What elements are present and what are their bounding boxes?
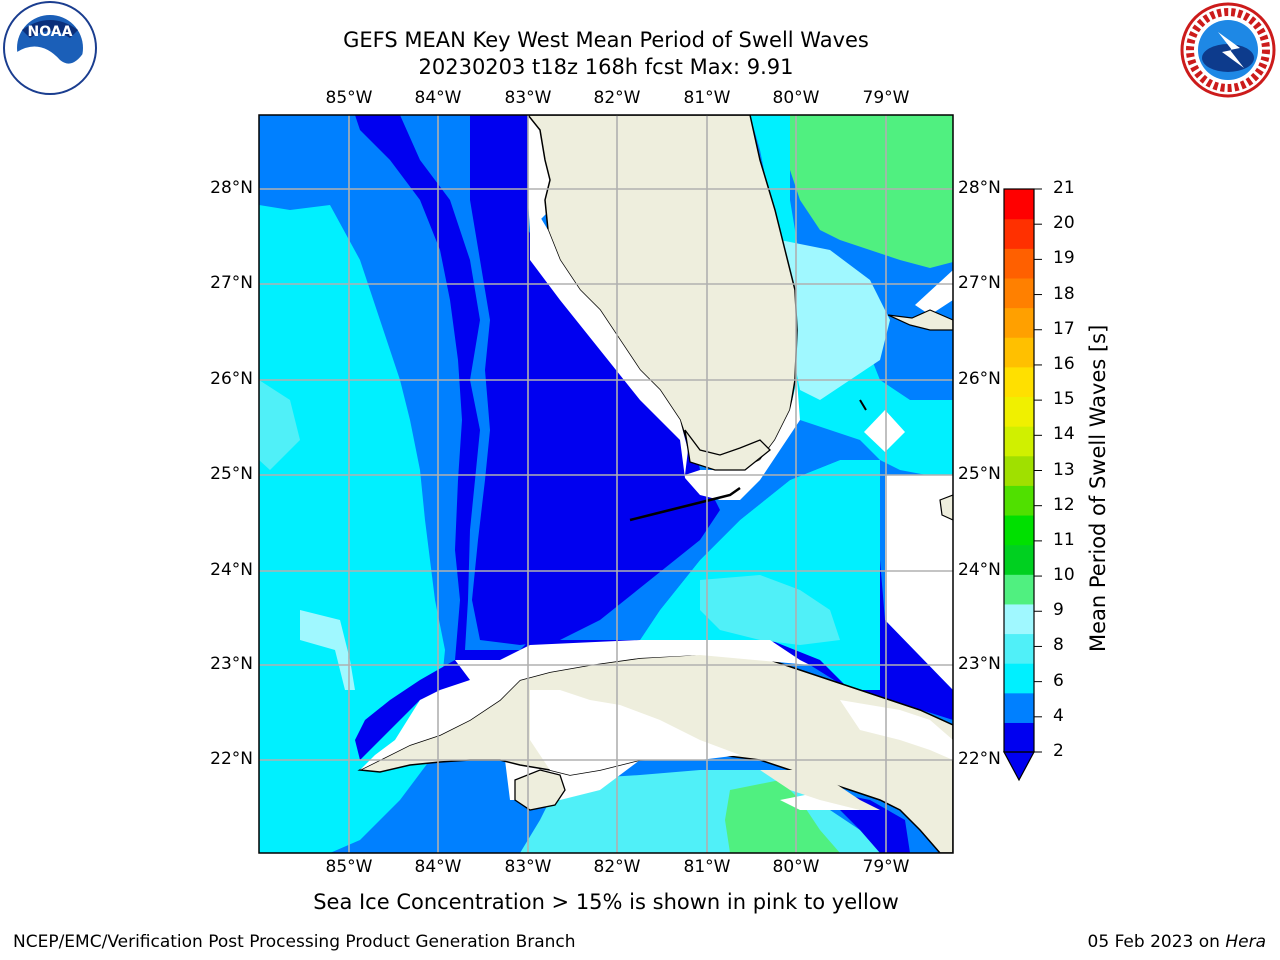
colorbar-tick-label: 11 xyxy=(1053,529,1075,550)
footer-credit: NCEP/EMC/Verification Post Processing Pr… xyxy=(13,932,576,952)
lat-label-left: 26°N xyxy=(210,369,253,389)
lat-label-left: 23°N xyxy=(210,654,253,674)
colorbar-tick-label: 4 xyxy=(1053,705,1064,726)
colorbar-segment xyxy=(1004,692,1034,723)
lat-label-right: 27°N xyxy=(958,273,1001,293)
colorbar-tick-label: 14 xyxy=(1053,424,1075,445)
colorbar-tick-label: 20 xyxy=(1053,213,1075,234)
colorbar-segment xyxy=(1004,663,1034,694)
colorbar-segment xyxy=(1004,426,1034,457)
colorbar-segment xyxy=(1004,544,1034,575)
colorbar-tick-label: 12 xyxy=(1053,494,1075,515)
colorbar-segment xyxy=(1004,514,1034,546)
colorbar-tick-label: 18 xyxy=(1053,283,1075,304)
lon-label-top: 84°W xyxy=(414,88,462,108)
footer-on-text: on xyxy=(1193,932,1226,952)
lat-label-left: 28°N xyxy=(210,178,253,198)
map-panel xyxy=(259,115,953,853)
lat-label-right: 22°N xyxy=(958,749,1001,769)
lat-label-left: 25°N xyxy=(210,464,253,484)
colorbar-tick-label: 15 xyxy=(1053,389,1075,410)
lon-label-bottom: 85°W xyxy=(325,857,373,877)
colorbar-segment xyxy=(1004,189,1034,220)
lon-label-bottom: 80°W xyxy=(772,857,820,877)
lon-label-top: 82°W xyxy=(593,88,641,108)
colorbar-segment xyxy=(1004,337,1034,368)
lon-label-top: 83°W xyxy=(504,88,552,108)
lat-label-right: 25°N xyxy=(958,464,1001,484)
colorbar-segment xyxy=(1004,455,1034,486)
colorbar-segment xyxy=(1004,307,1034,338)
lon-label-top: 79°W xyxy=(862,88,910,108)
lon-label-bottom: 83°W xyxy=(504,857,552,877)
lon-label-top: 85°W xyxy=(325,88,373,108)
colorbar-tick-label: 16 xyxy=(1053,353,1075,374)
colorbar-frame xyxy=(1003,188,1035,753)
colorbar-segment xyxy=(1004,722,1034,753)
colorbar-label: Mean Period of Swell Waves [s] xyxy=(1086,324,1110,652)
lon-label-top: 81°W xyxy=(683,88,731,108)
graticule xyxy=(259,115,953,853)
lon-label-bottom: 79°W xyxy=(862,857,910,877)
colorbar-tick-label: 6 xyxy=(1053,670,1064,691)
colorbar-segment xyxy=(1004,574,1034,605)
colorbar-tick-label: 17 xyxy=(1053,318,1075,339)
map-frame xyxy=(258,114,954,854)
lon-label-top: 80°W xyxy=(772,88,820,108)
lat-label-left: 24°N xyxy=(210,560,253,580)
colorbar-segment xyxy=(1004,277,1034,309)
sea-ice-note: Sea Ice Concentration > 15% is shown in … xyxy=(313,890,899,914)
colorbar-tick-label: 8 xyxy=(1053,635,1064,656)
footer-host: Hera xyxy=(1225,932,1266,952)
noaa-logo-text: NOAA xyxy=(28,24,73,40)
footer-date: 05 Feb 2023 on Hera xyxy=(1088,932,1266,952)
colorbar-tick-label: 21 xyxy=(1053,178,1075,198)
colorbar xyxy=(1004,188,1042,753)
lat-label-right: 26°N xyxy=(958,369,1001,389)
colorbar-tick-label: 13 xyxy=(1053,459,1075,480)
lat-label-right: 24°N xyxy=(958,560,1001,580)
colorbar-segment xyxy=(1004,366,1034,398)
lat-label-right: 23°N xyxy=(958,654,1001,674)
footer-date-text: 05 Feb 2023 xyxy=(1087,932,1194,952)
colorbar-segment xyxy=(1004,633,1034,664)
colorbar-segment xyxy=(1004,603,1034,635)
lon-label-bottom: 81°W xyxy=(683,857,731,877)
colorbar-segment xyxy=(1004,218,1034,249)
colorbar-segment xyxy=(1004,485,1034,516)
lat-label-left: 22°N xyxy=(210,749,253,769)
colorbar-tick-label: 2 xyxy=(1053,741,1064,761)
lat-label-left: 27°N xyxy=(210,273,253,293)
plot-title: GEFS MEAN Key West Mean Period of Swell … xyxy=(343,28,869,52)
lon-label-bottom: 82°W xyxy=(593,857,641,877)
colorbar-tick-label: 19 xyxy=(1053,248,1075,269)
plot-subtitle: 20230203 t18z 168h fcst Max: 9.91 xyxy=(418,55,794,79)
lon-label-bottom: 84°W xyxy=(414,857,462,877)
colorbar-tick-label: 10 xyxy=(1053,565,1075,586)
noaa-logo: NOAA xyxy=(3,1,97,95)
colorbar-tick-label: 9 xyxy=(1053,600,1064,621)
colorbar-segment xyxy=(1004,396,1034,427)
nws-logo xyxy=(1180,2,1276,98)
colorbar-segment xyxy=(1004,248,1034,279)
lat-label-right: 28°N xyxy=(958,178,1001,198)
